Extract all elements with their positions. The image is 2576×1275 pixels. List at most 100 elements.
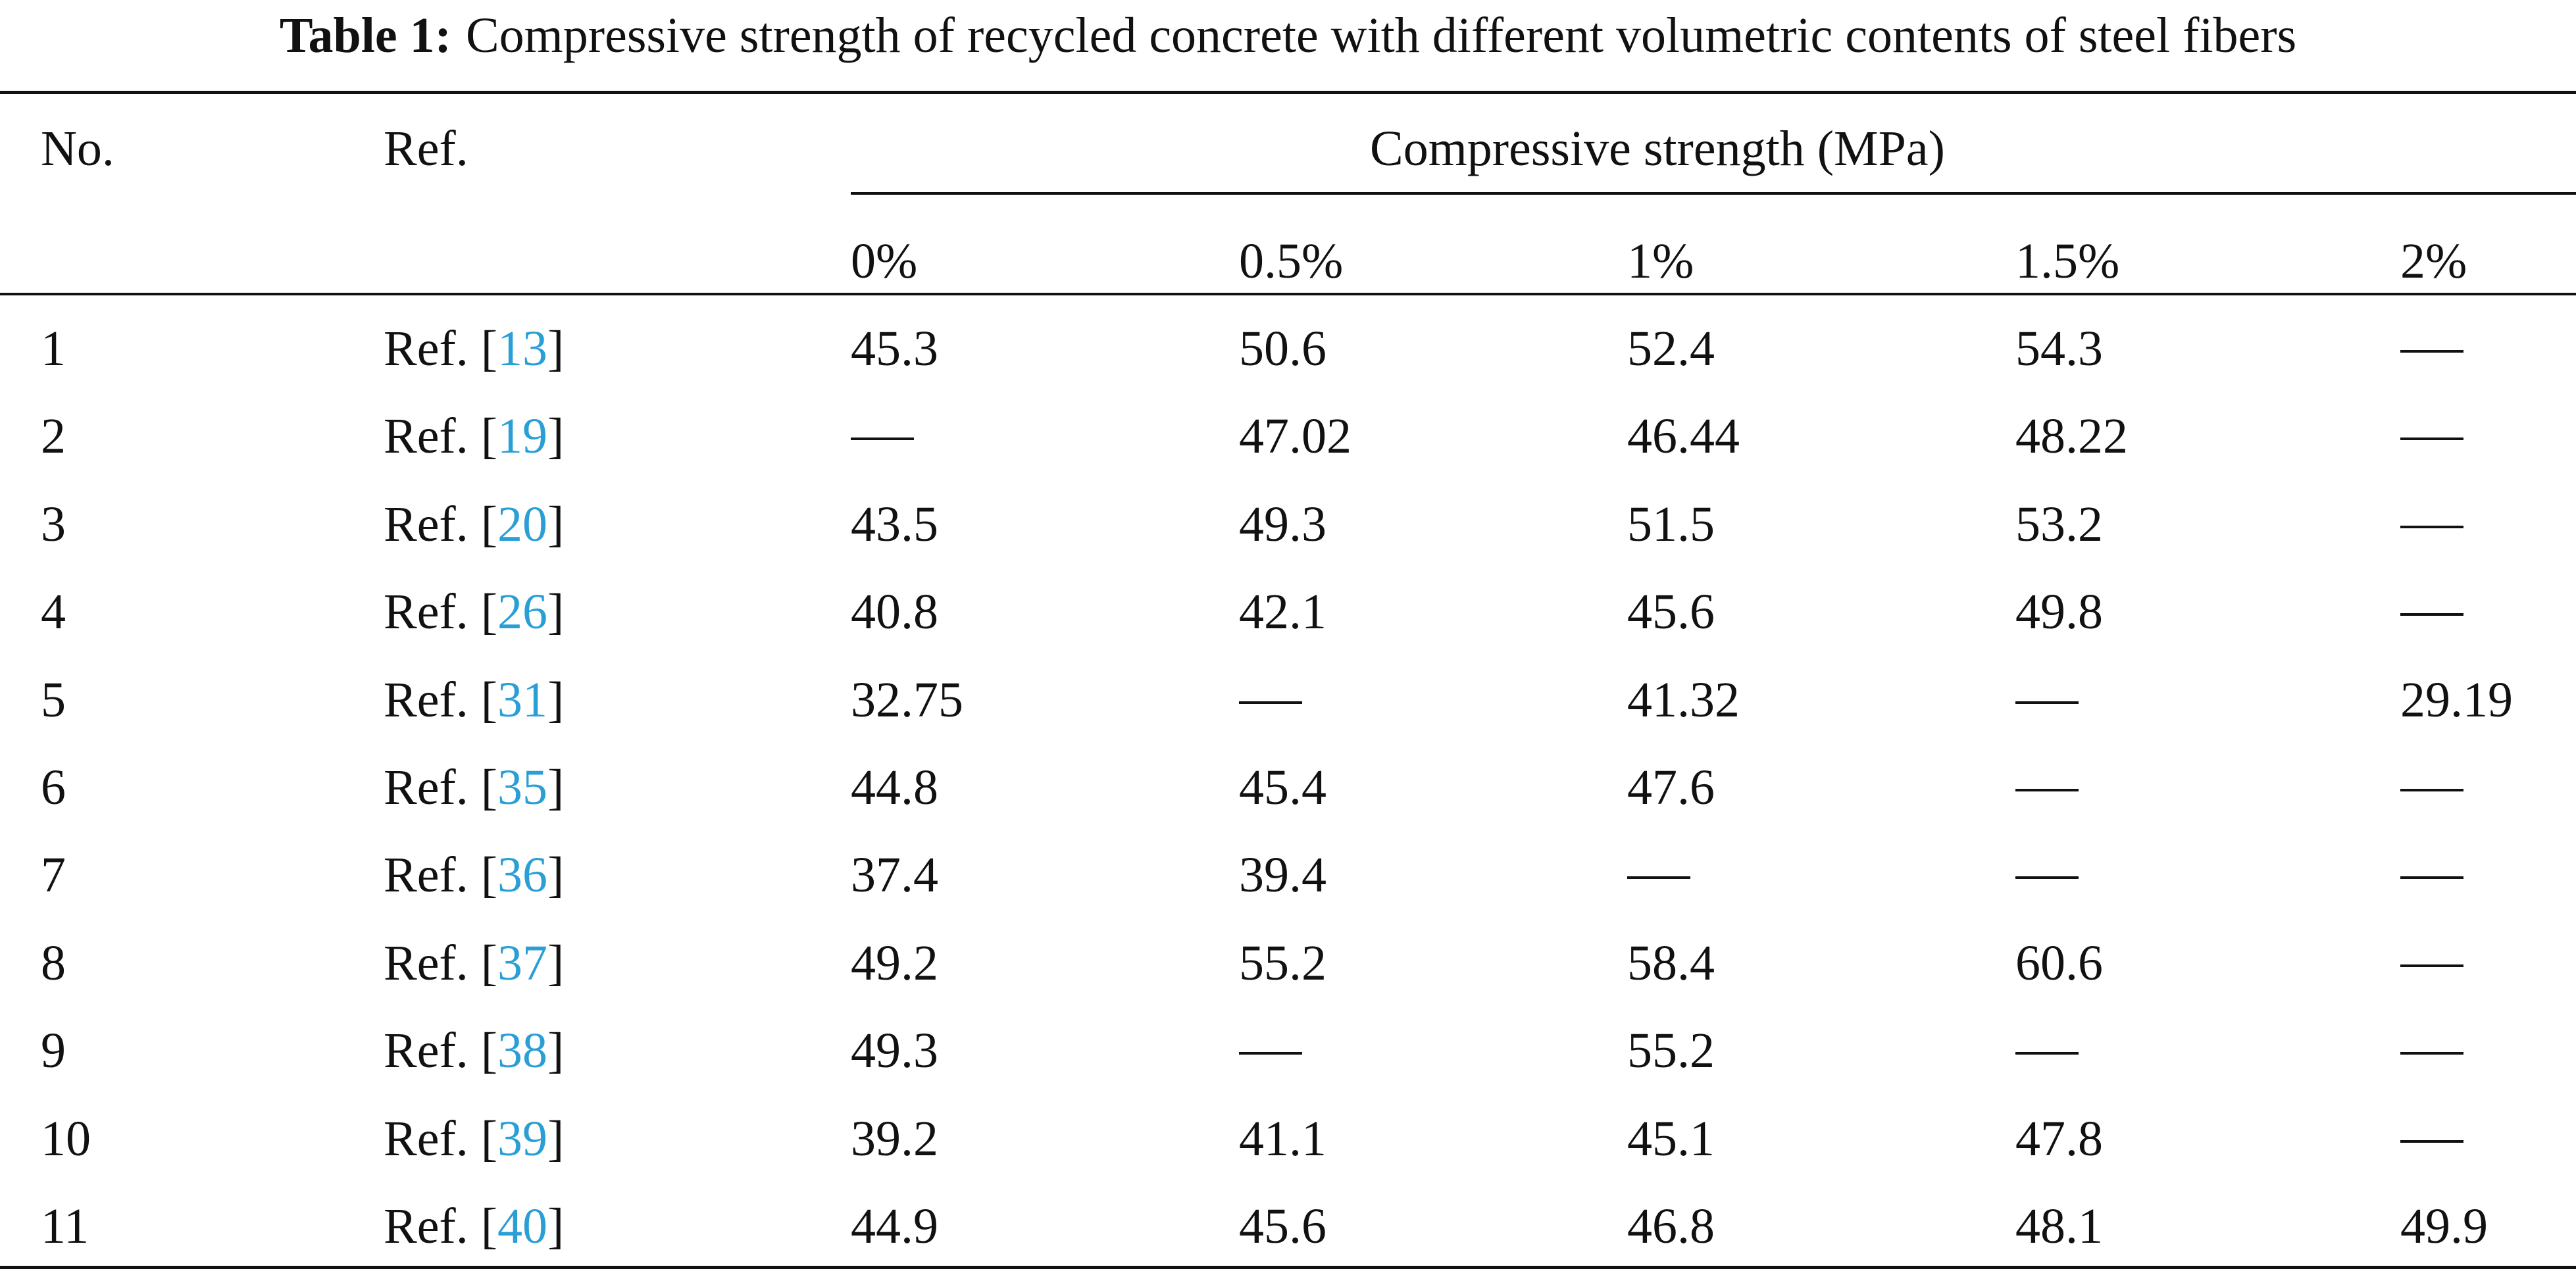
value-cell: 45.3 <box>851 321 938 376</box>
value-cell: 42.1 <box>1239 584 1326 639</box>
value-cell: 50.6 <box>1239 321 1326 376</box>
value-cell: 49.2 <box>851 936 938 991</box>
row-number: 2 <box>41 409 66 464</box>
header-compressive-strength: Compressive strength (MPa) <box>1370 121 1945 176</box>
reference-link[interactable]: 37 <box>497 936 548 991</box>
value-cell: 44.8 <box>851 760 938 815</box>
value-cell: 54.3 <box>2015 321 2103 376</box>
value-cell <box>1239 1018 1302 1084</box>
value-cell <box>1239 667 1302 733</box>
column-group-rule <box>851 192 2576 195</box>
row-number: 4 <box>41 584 66 639</box>
value-cell <box>2400 1018 2463 1084</box>
no-data-dash <box>2400 964 2463 967</box>
value-cell: 41.32 <box>1627 672 1740 728</box>
value-cell: 48.1 <box>2015 1199 2103 1254</box>
reference-link[interactable]: 39 <box>497 1111 548 1166</box>
value-cell: 43.5 <box>851 497 938 552</box>
value-cell: 51.5 <box>1627 497 1715 552</box>
value-cell: 46.8 <box>1627 1199 1715 1254</box>
value-cell <box>851 403 914 469</box>
no-data-dash <box>2015 788 2079 791</box>
value-cell: 53.2 <box>2015 497 2103 552</box>
value-cell <box>2400 842 2463 908</box>
reference-link[interactable]: 38 <box>497 1023 548 1078</box>
value-cell <box>1627 842 1690 908</box>
value-cell: 60.6 <box>2015 936 2103 991</box>
row-number: 10 <box>41 1111 91 1166</box>
row-number: 8 <box>41 936 66 991</box>
value-cell: 55.2 <box>1239 936 1326 991</box>
reference-link[interactable]: 26 <box>497 584 548 639</box>
value-cell: 55.2 <box>1627 1023 1715 1078</box>
reference-link[interactable]: 31 <box>497 672 548 728</box>
value-cell: 29.19 <box>2400 672 2513 728</box>
no-data-dash <box>2400 788 2463 791</box>
header-col-0-5: 0.5% <box>1239 234 1344 289</box>
reference-link[interactable]: 35 <box>497 760 548 815</box>
reference-cell: Ref. [37] <box>384 936 565 991</box>
no-data-dash <box>2400 876 2463 879</box>
reference-cell: Ref. [13] <box>384 321 565 376</box>
no-data-dash <box>2015 1051 2079 1055</box>
reference-cell: Ref. [40] <box>384 1199 565 1254</box>
value-cell: 47.02 <box>1239 409 1351 464</box>
value-cell: 45.4 <box>1239 760 1326 815</box>
value-cell: 47.8 <box>2015 1111 2103 1166</box>
header-col-0: 0% <box>851 234 918 289</box>
table-caption-text: Compressive strength of recycled concret… <box>465 8 2297 63</box>
table-bottom-rule <box>0 1266 2576 1269</box>
value-cell: 45.6 <box>1239 1199 1326 1254</box>
reference-link[interactable]: 20 <box>497 497 548 552</box>
value-cell: 48.22 <box>2015 409 2128 464</box>
value-cell: 46.44 <box>1627 409 1740 464</box>
no-data-dash <box>2400 349 2463 353</box>
reference-link[interactable]: 13 <box>497 321 548 376</box>
header-col-2: 2% <box>2400 234 2467 289</box>
header-ref: Ref. <box>384 121 468 176</box>
value-cell <box>2400 579 2463 645</box>
value-cell: 45.1 <box>1627 1111 1715 1166</box>
row-number: 11 <box>41 1199 89 1254</box>
value-cell <box>2400 755 2463 820</box>
value-cell: 45.6 <box>1627 584 1715 639</box>
table-caption-label: Table 1: <box>279 8 451 63</box>
reference-cell: Ref. [39] <box>384 1111 565 1166</box>
value-cell: 47.6 <box>1627 760 1715 815</box>
reference-cell: Ref. [38] <box>384 1023 565 1078</box>
reference-link[interactable]: 19 <box>497 409 548 464</box>
row-number: 5 <box>41 672 66 728</box>
row-number: 3 <box>41 497 66 552</box>
value-cell: 37.4 <box>851 847 938 903</box>
reference-cell: Ref. [26] <box>384 584 565 639</box>
value-cell: 49.3 <box>1239 497 1326 552</box>
header-col-1-5: 1.5% <box>2015 234 2120 289</box>
no-data-dash <box>1627 876 1690 879</box>
no-data-dash <box>1239 1051 1302 1055</box>
value-cell <box>2015 755 2079 820</box>
value-cell: 32.75 <box>851 672 963 728</box>
value-cell <box>2015 842 2079 908</box>
value-cell: 39.2 <box>851 1111 938 1166</box>
value-cell: 39.4 <box>1239 847 1326 903</box>
value-cell <box>2015 667 2079 733</box>
value-cell: 52.4 <box>1627 321 1715 376</box>
no-data-dash <box>2400 612 2463 616</box>
no-data-dash <box>2015 701 2079 704</box>
table-caption: Table 1: Compressive strength of recycled… <box>0 3 2576 68</box>
no-data-dash <box>2400 437 2463 440</box>
no-data-dash <box>1239 701 1302 704</box>
value-cell: 58.4 <box>1627 936 1715 991</box>
header-bottom-rule <box>0 293 2576 295</box>
value-cell: 41.1 <box>1239 1111 1326 1166</box>
row-number: 6 <box>41 760 66 815</box>
reference-cell: Ref. [20] <box>384 497 565 552</box>
header-col-1: 1% <box>1627 234 1694 289</box>
value-cell <box>2400 930 2463 996</box>
reference-cell: Ref. [31] <box>384 672 565 728</box>
no-data-dash <box>2400 1051 2463 1055</box>
reference-link[interactable]: 40 <box>497 1199 548 1254</box>
reference-link[interactable]: 36 <box>497 847 548 903</box>
value-cell <box>2400 403 2463 469</box>
